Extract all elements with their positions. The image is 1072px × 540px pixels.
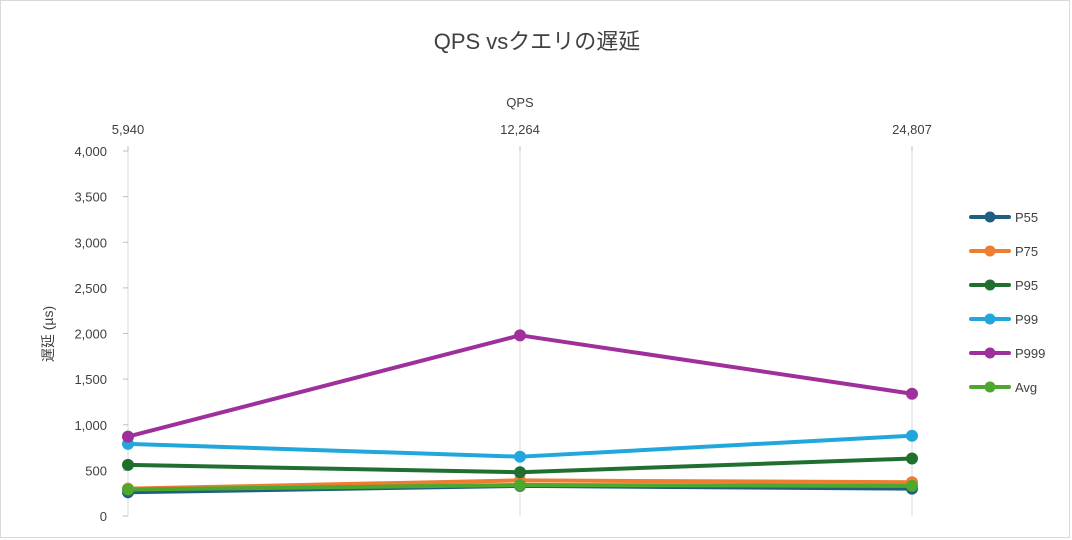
data-point-p999-1 (514, 329, 526, 342)
data-point-avg-0 (122, 483, 134, 496)
y-tick-label-8: 4,000 (74, 144, 107, 159)
legend-item-p999: P999 (969, 346, 1045, 361)
data-point-p999-2 (906, 387, 918, 400)
data-point-p99-1 (514, 450, 526, 463)
x-axis-title: QPS (506, 95, 534, 110)
y-tick-label-7: 3,500 (74, 190, 107, 205)
legend-label-p999: P999 (1015, 346, 1045, 361)
y-tick-label-6: 3,000 (74, 235, 107, 250)
series-p95 (122, 452, 918, 479)
legend-marker-p95 (984, 279, 996, 291)
legend-marker-p999 (984, 347, 996, 359)
legend-label-avg: Avg (1015, 380, 1037, 395)
x-tick-label-1: 12,264 (500, 122, 540, 137)
data-point-p95-1 (514, 466, 526, 479)
data-point-p99-2 (906, 429, 918, 442)
y-tick-label-4: 2,000 (74, 327, 107, 342)
data-point-avg-1 (514, 478, 526, 491)
series-layer (122, 329, 918, 499)
legend: P55 P75 P95 P99 P999 Avg (969, 210, 1045, 395)
legend-label-p95: P95 (1015, 278, 1038, 293)
legend-item-p55: P55 (969, 210, 1038, 225)
tick-layer: 0 500 1,000 1,500 2,000 2,500 3,000 3,500 4,000 5… (74, 122, 931, 524)
legend-marker-p99 (984, 313, 996, 325)
chart-title: QPS vsクエリの遅延 (434, 29, 641, 54)
y-tick-label-3: 1,500 (74, 372, 107, 387)
data-point-avg-2 (906, 479, 918, 492)
y-tick-label-0: 0 (100, 509, 107, 524)
x-tick-label-0: 5,940 (112, 122, 145, 137)
series-p999 (122, 329, 918, 443)
y-tick-label-5: 2,500 (74, 281, 107, 296)
data-point-p95-0 (122, 458, 134, 471)
legend-marker-avg (984, 381, 996, 393)
legend-label-p99: P99 (1015, 312, 1038, 327)
legend-label-p55: P55 (1015, 210, 1038, 225)
legend-item-p95: P95 (969, 278, 1038, 293)
data-point-p999-0 (122, 430, 134, 443)
legend-item-p75: P75 (969, 244, 1038, 259)
y-tick-label-2: 1,000 (74, 418, 107, 433)
y-tick-label-1: 500 (85, 463, 107, 478)
legend-marker-p55 (984, 211, 996, 223)
data-point-p95-2 (906, 452, 918, 465)
series-avg (122, 478, 918, 496)
x-tick-label-2: 24,807 (892, 122, 932, 137)
legend-item-avg: Avg (969, 380, 1037, 395)
legend-item-p99: P99 (969, 312, 1038, 327)
legend-marker-p75 (984, 245, 996, 257)
y-axis-title: 遅延 (µs) (40, 306, 56, 362)
legend-label-p75: P75 (1015, 244, 1038, 259)
